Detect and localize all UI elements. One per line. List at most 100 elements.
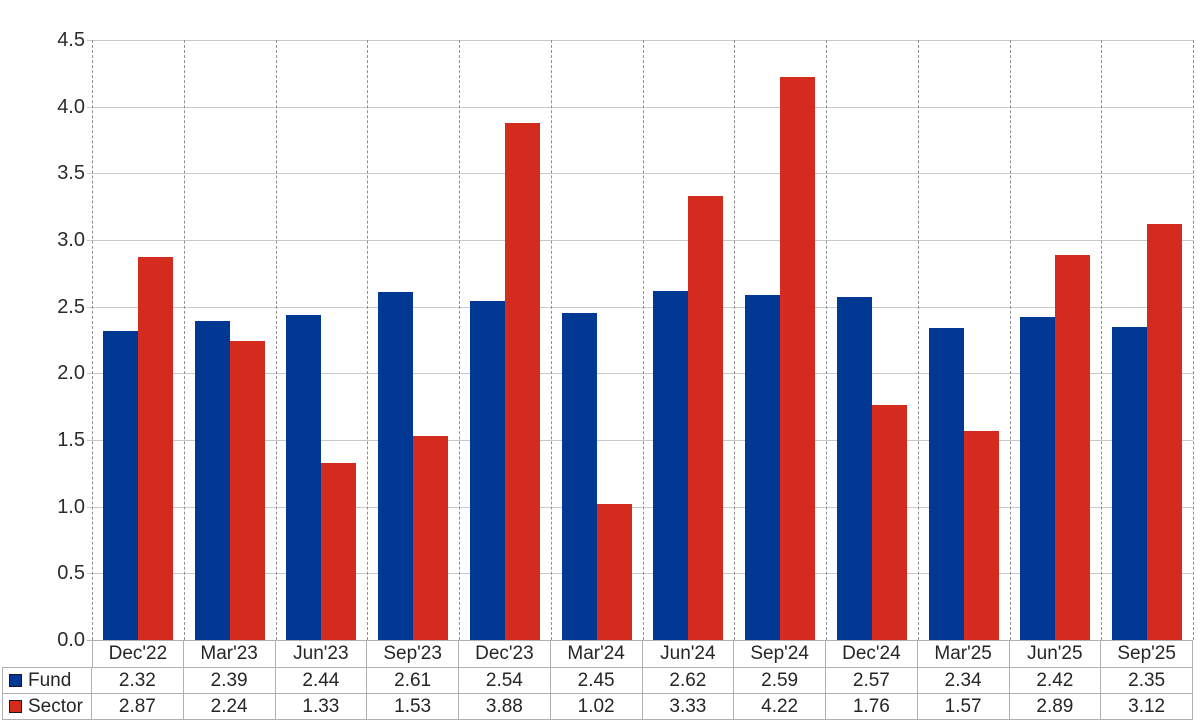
- table-value-fund: 2.59: [734, 668, 826, 694]
- x-category-label: Mar'25: [917, 641, 1010, 668]
- y-tick-label: 4.0: [57, 95, 85, 118]
- bar-sector: [1147, 224, 1183, 640]
- sector-legend-swatch: [9, 700, 22, 713]
- bar-sector: [963, 430, 999, 640]
- table-value-fund: 2.54: [459, 668, 551, 694]
- table-value-fund: 2.35: [1101, 668, 1193, 694]
- table-value-sector: 4.22: [734, 694, 826, 720]
- x-category-label: Sep'23: [367, 641, 459, 668]
- x-axis-line: [87, 640, 1193, 641]
- bar-sector: [413, 436, 449, 640]
- x-category-label: Mar'23: [183, 641, 276, 668]
- table-value-sector: 1.33: [275, 694, 368, 720]
- grid-x-line: [1101, 40, 1103, 640]
- bar-sector: [137, 257, 173, 640]
- y-tick-label: 0.5: [57, 562, 85, 585]
- legend-label: Fund: [28, 669, 72, 691]
- x-category-label: Sep'24: [734, 641, 826, 668]
- bar-fund: [286, 314, 322, 640]
- y-tick-label: 3.0: [57, 229, 85, 251]
- table-value-sector: 1.53: [367, 694, 459, 720]
- grid-x-line: [459, 40, 460, 640]
- grid-y-line: [87, 106, 1193, 108]
- bar-sector: [229, 341, 265, 640]
- grid-x-line: [367, 40, 369, 640]
- grid-y-line: [87, 573, 1193, 575]
- y-tick-label: 2.5: [57, 295, 85, 318]
- x-category-label: Dec'24: [826, 641, 918, 668]
- table-value-fund: 2.34: [917, 668, 1010, 694]
- table-value-sector: 1.76: [826, 694, 918, 720]
- table-value-fund: 2.39: [183, 668, 276, 694]
- grid-x-line: [1009, 40, 1011, 640]
- y-tick-label: 2.0: [57, 362, 85, 385]
- table-value-fund: 2.45: [550, 668, 643, 694]
- bar-fund: [745, 294, 781, 640]
- grid-y-line: [87, 173, 1193, 175]
- y-tick-label: 1.5: [57, 429, 85, 451]
- x-category-label: Mar'24: [550, 641, 643, 668]
- grid-y-line: [87, 373, 1193, 375]
- bar-fund: [653, 290, 689, 640]
- bar-sector: [504, 122, 540, 640]
- grid-y-line: [87, 506, 1193, 508]
- grid-x-line: [550, 40, 552, 640]
- x-category-label: Jun'25: [1009, 641, 1102, 668]
- table-value-sector: 3.12: [1101, 694, 1193, 720]
- bar-sector: [1055, 254, 1091, 640]
- grid-x-line: [642, 40, 644, 640]
- bar-fund: [1112, 326, 1148, 640]
- table-value-fund: 2.57: [826, 668, 918, 694]
- y-tick-label: 1.0: [57, 495, 85, 518]
- table-value-sector: 3.33: [642, 694, 735, 720]
- y-tick-label: 0.0: [57, 629, 85, 651]
- x-category-label: Dec'22: [92, 641, 184, 668]
- grid-x-line: [734, 40, 736, 640]
- table-value-fund: 2.32: [92, 668, 184, 694]
- table-value-fund: 2.42: [1009, 668, 1102, 694]
- table-value-fund: 2.62: [642, 668, 735, 694]
- fund-legend-swatch: [9, 674, 22, 687]
- bar-sector: [688, 196, 724, 640]
- x-category-label: Sep'25: [1101, 641, 1193, 668]
- bar-fund: [102, 330, 138, 640]
- bar-fund: [928, 328, 964, 640]
- table-value-sector: 2.24: [183, 694, 276, 720]
- bar-fund: [561, 313, 597, 640]
- table-value-sector: 1.57: [917, 694, 1010, 720]
- y-tick-label: 4.5: [57, 29, 85, 51]
- bar-fund: [1020, 317, 1056, 640]
- grid-x-line: [183, 40, 185, 640]
- bar-fund: [469, 301, 505, 640]
- bar-sector: [321, 462, 357, 640]
- table-value-sector: 2.87: [92, 694, 184, 720]
- grid-x-line: [826, 40, 827, 640]
- grid-y-line: [87, 440, 1193, 441]
- bar-fund: [378, 292, 414, 640]
- legend-row-fund: Fund: [2, 667, 92, 694]
- table-value-sector: 2.89: [1009, 694, 1102, 720]
- grid-x-line: [1193, 40, 1194, 640]
- grid-x-line: [917, 40, 919, 640]
- bar-sector: [780, 77, 816, 640]
- bar-sector: [596, 504, 632, 640]
- legend-row-sector: Sector: [2, 694, 92, 720]
- legend-label: Sector: [28, 695, 83, 717]
- bar-fund: [836, 297, 872, 640]
- bar-sector: [871, 405, 907, 640]
- table-value-sector: 1.02: [550, 694, 643, 720]
- x-category-label: Jun'23: [275, 641, 368, 668]
- grid-x-line: [275, 40, 277, 640]
- grid-x-line: [92, 40, 93, 640]
- y-tick-label: 3.5: [57, 162, 85, 185]
- grid-y-line: [87, 306, 1193, 308]
- table-value-fund: 2.61: [367, 668, 459, 694]
- table-value-sector: 3.88: [459, 694, 551, 720]
- grid-y-line: [87, 40, 1193, 41]
- table-value-fund: 2.44: [275, 668, 368, 694]
- x-category-label: Jun'24: [642, 641, 735, 668]
- bar-fund: [194, 321, 230, 640]
- grid-y-line: [87, 240, 1193, 241]
- x-category-label: Dec'23: [459, 641, 551, 668]
